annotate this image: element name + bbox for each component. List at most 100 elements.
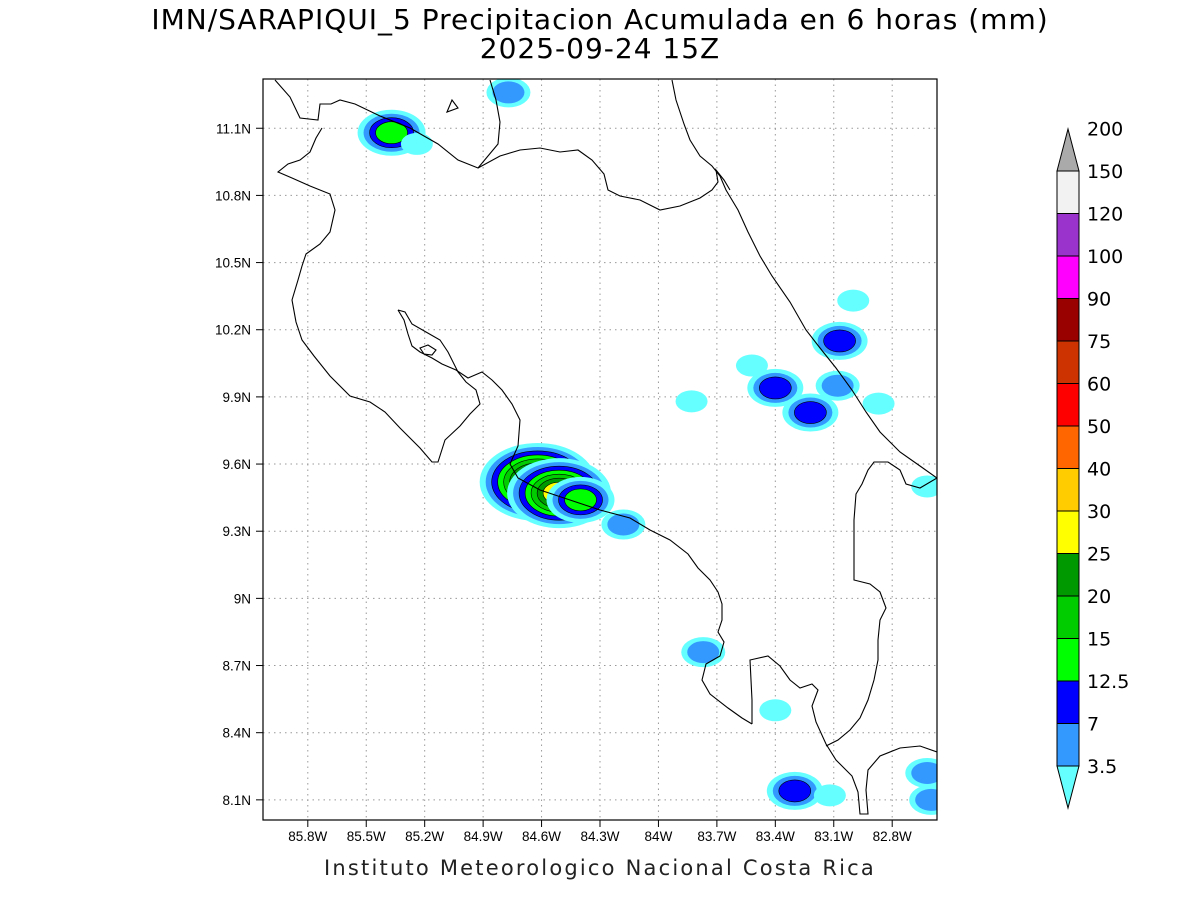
precip-cell — [546, 476, 615, 523]
coastline-north-caribbean — [477, 147, 731, 211]
colorbar-segment — [1056, 255, 1080, 299]
colorbar-label: 15 — [1087, 629, 1111, 651]
coastline-nicoya-gulf — [397, 309, 753, 725]
lon-tick-label: 84.6W — [522, 829, 561, 844]
coastline-pacific-north — [276, 127, 481, 463]
coastline — [274, 79, 937, 815]
colorbar-segment — [1056, 680, 1080, 724]
precip-contour — [400, 132, 433, 155]
lon-tick-label: 85.2W — [405, 829, 444, 844]
border-panama — [825, 461, 937, 747]
precip-cell — [862, 392, 895, 415]
colorbar-label: 100 — [1087, 246, 1123, 268]
colorbar-label: 7 — [1087, 714, 1099, 736]
colorbar-segment — [1056, 298, 1080, 342]
colorbar-segment — [1056, 425, 1080, 469]
precip-cell — [911, 475, 937, 498]
colorbar-label: 120 — [1087, 204, 1123, 226]
precip-cell — [837, 289, 870, 312]
colorbar-label: 30 — [1087, 501, 1111, 523]
precip-cell — [909, 784, 937, 815]
colorbar-segment — [1056, 510, 1080, 554]
colorbar-label: 50 — [1087, 416, 1111, 438]
colorbar-lower-arrow — [1056, 765, 1080, 810]
lake-island — [446, 98, 459, 113]
lat-tick-label: 10.8N — [215, 188, 251, 203]
precip-contour — [813, 784, 846, 807]
colorbar-upper-arrow — [1056, 127, 1080, 172]
lon-tick-label: 84.3W — [580, 829, 619, 844]
precip-contour — [687, 641, 720, 664]
precip-contour — [375, 121, 408, 145]
lat-tick-label: 9N — [234, 591, 251, 606]
lat-tick-label: 8.7N — [222, 659, 251, 674]
lat-tick-label: 9.6N — [222, 457, 251, 472]
precipitation-field — [357, 79, 937, 815]
lon-tick-label: 83.1W — [814, 829, 853, 844]
precip-contour — [821, 374, 854, 397]
precip-contour — [823, 329, 856, 353]
precip-contour — [759, 376, 792, 400]
lon-tick-label: 84W — [645, 829, 673, 844]
footer-credit: Instituto Meteorologico Nacional Costa R… — [324, 856, 876, 880]
colorbar-label: 20 — [1087, 586, 1111, 608]
lat-tick-label: 8.4N — [222, 726, 251, 741]
coastline-caribbean — [671, 79, 937, 479]
map-title: IMN/SARAPIQUI_5 Precipitacion Acumulada … — [151, 3, 1049, 36]
precip-contour — [915, 788, 937, 811]
map-subtitle-date: 2025-09-24 15Z — [479, 32, 721, 65]
colorbar-segment — [1056, 340, 1080, 384]
colorbar-segment — [1056, 170, 1080, 214]
colorbar-label: 60 — [1087, 374, 1111, 396]
colorbar-label: 40 — [1087, 459, 1111, 481]
lat-tick-label: 11.1N — [216, 121, 251, 136]
precip-cell — [782, 393, 839, 432]
axis-ticks: 85.8W 85.5W 85.2W 84.9W 84.6W 84.3W 84W 83.7W 83… — [215, 121, 912, 844]
precip-contour — [837, 289, 870, 312]
precip-cell — [813, 784, 846, 807]
precip-contour — [759, 699, 792, 722]
precip-contour — [564, 488, 597, 512]
precip-cell — [735, 354, 768, 377]
colorbar-segment — [1056, 723, 1080, 767]
colorbar-label: 12.5 — [1087, 671, 1129, 693]
colorbar-label: 90 — [1087, 289, 1111, 311]
precip-cell — [681, 637, 726, 668]
colorbar-label: 75 — [1087, 331, 1111, 353]
precip-cell — [815, 370, 860, 401]
precip-cell — [400, 132, 433, 155]
precip-cell — [811, 321, 868, 360]
precip-cell — [766, 771, 823, 810]
lon-tick-label: 85.8W — [288, 829, 327, 844]
colorbar-segment — [1056, 553, 1080, 597]
colorbar-legend: 3.5 7 12.5 15 20 25 30 40 50 60 75 90 100 120 150 200 — [1056, 119, 1129, 810]
coastline-osa-peninsula — [749, 655, 937, 815]
colorbar-segment — [1056, 383, 1080, 427]
nicoya-island — [419, 344, 437, 356]
colorbar-segment — [1056, 595, 1080, 639]
precip-contour — [862, 392, 895, 415]
precip-contour — [911, 475, 937, 498]
precip-contour — [492, 81, 525, 104]
lat-tick-label: 8.1N — [222, 793, 251, 808]
lat-tick-label: 9.9N — [222, 390, 251, 405]
colorbar-label: 150 — [1087, 161, 1123, 183]
colorbar-label: 200 — [1087, 119, 1123, 141]
colorbar-segment — [1056, 213, 1080, 257]
lon-tick-label: 83.4W — [756, 829, 795, 844]
precip-cell — [905, 757, 937, 788]
lat-tick-label: 10.2N — [215, 323, 251, 338]
colorbar-segment — [1056, 468, 1080, 512]
coastline-nicaragua-north — [274, 79, 501, 169]
map-frame-background — [263, 79, 937, 820]
grid-lines — [263, 79, 937, 820]
precip-cell — [675, 390, 708, 413]
precip-contour — [794, 401, 827, 424]
colorbar-label: 3.5 — [1087, 756, 1117, 778]
lat-tick-label: 9.3N — [222, 524, 251, 539]
precip-cell — [601, 509, 646, 540]
lat-tick-label: 10.5N — [215, 256, 251, 271]
precip-contour — [675, 390, 708, 413]
colorbar-segment — [1056, 638, 1080, 682]
